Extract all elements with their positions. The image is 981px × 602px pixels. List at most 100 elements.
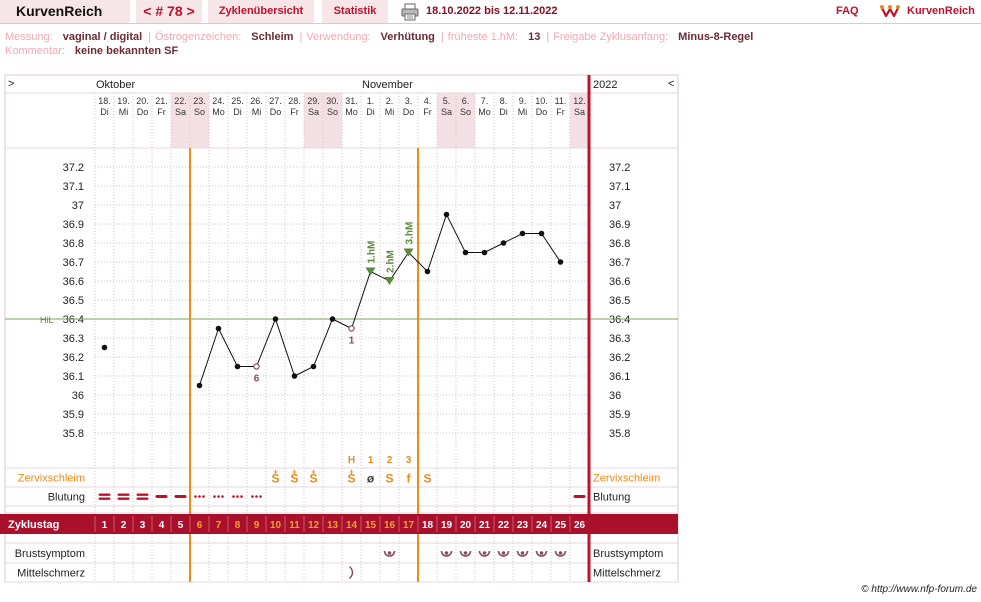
weekend-header-shade <box>570 93 589 148</box>
date-label: 18. <box>98 96 111 106</box>
cycle-day-number: 23 <box>517 520 529 531</box>
breast-symptom-icon <box>554 550 567 557</box>
weekday-label: So <box>194 107 205 117</box>
bleeding-spotting-mark <box>221 495 224 498</box>
y-tick-label-right: 36.4 <box>609 314 630 326</box>
logo-text: KurvenReich <box>907 5 975 17</box>
weekday-label: Sa <box>441 107 452 117</box>
mucus-symbol: S <box>347 472 355 486</box>
high-measurement-label: 2.hM <box>386 250 397 273</box>
weekday-label: Sa <box>574 107 585 117</box>
date-label: 6. <box>462 96 470 106</box>
y-tick-label-right: 35.8 <box>609 428 630 440</box>
peak-count-label: 2 <box>387 455 393 466</box>
mucus-symbol: S <box>309 472 317 486</box>
oestrogen-label: Östrogenzeichen: <box>155 31 242 43</box>
mucus-symbol: S <box>385 472 393 486</box>
printer-icon[interactable] <box>401 3 419 21</box>
nav-next-button[interactable]: < <box>668 78 674 90</box>
temperature-point <box>310 363 317 370</box>
date-label: 1. <box>367 96 375 106</box>
cycle-day-number: 5 <box>178 520 184 531</box>
mucus-symbol: S <box>290 472 298 486</box>
y-tick-label-left: 36.7 <box>63 257 84 269</box>
month-label: November <box>362 79 413 91</box>
frueheste-value: 13 <box>528 31 541 43</box>
high-measurement-marker <box>384 277 395 285</box>
temperature-point <box>272 316 279 322</box>
temperature-point <box>329 316 336 322</box>
breast-symptom-dot <box>444 551 449 555</box>
temperature-point <box>424 268 431 275</box>
bleeding-spotting-mark <box>213 495 216 498</box>
temperature-annotation: 1 <box>349 336 355 347</box>
bleeding-spotting-mark <box>236 495 239 498</box>
cycle-day-number: 17 <box>403 520 415 531</box>
date-label: 4. <box>424 96 432 106</box>
date-label: 29. <box>307 96 320 106</box>
weekday-label: Fr <box>423 107 432 117</box>
weekday-label: Mo <box>345 107 358 117</box>
date-label: 9. <box>519 96 527 106</box>
weekday-label: Mi <box>518 107 528 117</box>
y-tick-label-right: 36.8 <box>609 238 630 250</box>
peak-count-label: 1 <box>368 455 374 466</box>
temperature-line <box>199 213 561 386</box>
row-label-right: Zervixschleim <box>593 473 660 485</box>
date-label: 21. <box>155 96 168 106</box>
faq-link[interactable]: FAQ <box>836 5 859 17</box>
y-tick-label-left: 36.6 <box>63 276 84 288</box>
weekday-label: So <box>460 107 471 117</box>
y-tick-label-left: 36.8 <box>63 238 84 250</box>
weekday-label: Do <box>403 107 415 117</box>
bleeding-spotting-mark <box>194 495 197 498</box>
cycle-day-number: 25 <box>555 520 567 531</box>
messung-label: Messung: <box>5 31 53 43</box>
weekday-label: Di <box>100 107 109 117</box>
y-tick-label-right: 35.9 <box>609 409 630 421</box>
y-tick-label-left: 36.5 <box>63 295 84 307</box>
weekday-label: Mo <box>212 107 225 117</box>
y-tick-label-left: 36.3 <box>63 333 84 345</box>
year-label: 2022 <box>593 79 617 91</box>
y-tick-label-right: 37 <box>609 200 621 212</box>
y-tick-label-left: 35.8 <box>63 428 84 440</box>
cycle-navigator[interactable]: < # 78 > <box>136 0 202 23</box>
y-tick-label-left: 37.2 <box>63 162 84 174</box>
date-label: 27. <box>269 96 282 106</box>
weekday-label: Mo <box>478 107 491 117</box>
row-label-left: Brustsymptom <box>15 548 85 560</box>
temperature-point-marked <box>253 363 260 370</box>
credit-link[interactable]: © http://www.nfp-forum.de <box>861 584 977 595</box>
date-label: 28. <box>288 96 301 106</box>
weekday-label: Do <box>270 107 282 117</box>
weekday-label: Di <box>366 107 375 117</box>
cycle-day-number: 20 <box>460 520 472 531</box>
weekday-label: Mi <box>119 107 129 117</box>
bleeding-medium-mark <box>174 495 187 498</box>
date-label: 10. <box>535 96 548 106</box>
tab-cycle-overview[interactable]: Zyklenübersicht <box>208 0 314 23</box>
date-label: 12. <box>573 96 586 106</box>
date-label: 3. <box>405 96 413 106</box>
y-tick-label-left: 36.2 <box>63 352 84 364</box>
cycle-day-number: 21 <box>479 520 491 531</box>
cycle-day-number: 24 <box>536 520 548 531</box>
temperature-point <box>481 249 488 256</box>
breast-symptom-dot <box>463 551 468 555</box>
row-label-right: Blutung <box>593 492 630 504</box>
row-label-right: Brustsymptom <box>593 548 663 560</box>
high-measurement-marker <box>403 248 414 257</box>
mucus-symbol: ø <box>367 472 375 486</box>
breast-symptom-icon <box>383 550 396 557</box>
bleeding-heavy-mark <box>98 493 111 496</box>
breast-symptom-dot <box>539 551 544 555</box>
crown-logo-icon <box>880 5 900 18</box>
date-label: 2. <box>386 96 394 106</box>
nav-prev-button[interactable]: > <box>8 78 14 90</box>
weekend-header-shade <box>171 93 190 148</box>
weekend-header-shade <box>323 93 342 148</box>
tab-statistics[interactable]: Statistik <box>322 0 388 23</box>
breast-symptom-icon <box>535 550 548 557</box>
breast-symptom-icon <box>478 550 491 557</box>
